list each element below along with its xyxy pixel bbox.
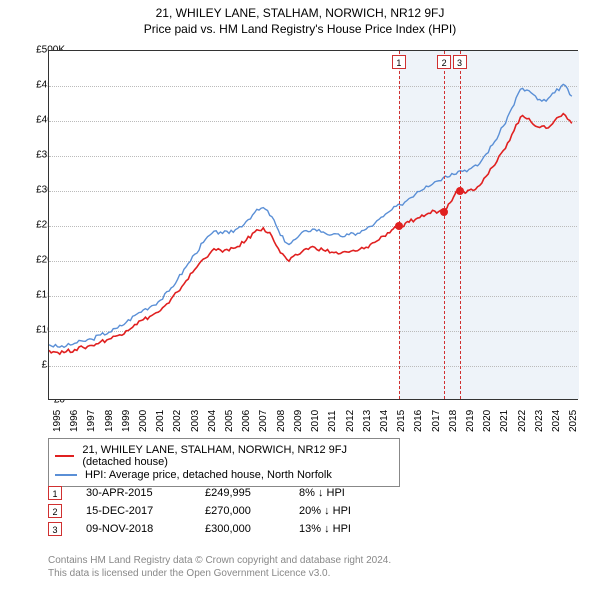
x-tick-label: 2022 <box>517 410 528 432</box>
table-row: 3 09-NOV-2018 £300,000 13% ↓ HPI <box>48 522 389 536</box>
sale-delta: 13% ↓ HPI <box>299 523 389 535</box>
x-tick-label: 2011 <box>327 410 338 432</box>
legend-swatch <box>55 455 74 457</box>
sale-delta: 20% ↓ HPI <box>299 505 389 517</box>
marker-index-box: 1 <box>392 55 406 69</box>
marker-vline <box>460 51 461 399</box>
x-tick-label: 2000 <box>138 410 149 432</box>
attribution-line: Contains HM Land Registry data © Crown c… <box>48 554 391 567</box>
x-tick-label: 2015 <box>396 410 407 432</box>
x-tick-label: 1995 <box>52 410 63 432</box>
x-tick-label: 2003 <box>190 410 201 432</box>
x-tick-label: 2001 <box>155 410 166 432</box>
x-tick-label: 2007 <box>258 410 269 432</box>
x-tick-label: 2020 <box>482 410 493 432</box>
x-tick-label: 2025 <box>568 410 579 432</box>
x-tick-label: 2006 <box>241 410 252 432</box>
sale-point-dot <box>456 187 464 195</box>
attribution-line: This data is licensed under the Open Gov… <box>48 567 391 580</box>
x-tick-label: 2019 <box>465 410 476 432</box>
x-tick-label: 2023 <box>534 410 545 432</box>
x-tick-label: 1998 <box>104 410 115 432</box>
sale-index-box: 3 <box>48 522 62 536</box>
x-tick-label: 2008 <box>276 410 287 432</box>
legend-swatch <box>55 474 77 476</box>
legend: 21, WHILEY LANE, STALHAM, NORWICH, NR12 … <box>48 438 400 487</box>
x-tick-label: 2018 <box>448 410 459 432</box>
marker-vline <box>444 51 445 399</box>
x-tick-label: 2016 <box>413 410 424 432</box>
series-line-hpi <box>49 84 572 347</box>
sale-point-dot <box>440 208 448 216</box>
x-tick-label: 2009 <box>293 410 304 432</box>
table-row: 1 30-APR-2015 £249,995 8% ↓ HPI <box>48 486 389 500</box>
x-tick-label: 2024 <box>551 410 562 432</box>
x-tick-label: 2013 <box>362 410 373 432</box>
sale-index-box: 2 <box>48 504 62 518</box>
chart-title-line1: 21, WHILEY LANE, STALHAM, NORWICH, NR12 … <box>0 6 600 20</box>
legend-item: 21, WHILEY LANE, STALHAM, NORWICH, NR12 … <box>55 444 393 468</box>
x-tick-label: 2010 <box>310 410 321 432</box>
sales-table: 1 30-APR-2015 £249,995 8% ↓ HPI 2 15-DEC… <box>48 482 389 540</box>
x-tick-label: 2021 <box>499 410 510 432</box>
series-line-property <box>49 114 572 355</box>
chart-container: 21, WHILEY LANE, STALHAM, NORWICH, NR12 … <box>0 0 600 590</box>
x-tick-label: 2005 <box>224 410 235 432</box>
legend-label: 21, WHILEY LANE, STALHAM, NORWICH, NR12 … <box>82 444 393 468</box>
sale-delta: 8% ↓ HPI <box>299 487 389 499</box>
sale-price: £270,000 <box>205 505 275 517</box>
sale-date: 15-DEC-2017 <box>86 505 181 517</box>
sale-date: 30-APR-2015 <box>86 487 181 499</box>
x-tick-label: 2017 <box>431 410 442 432</box>
sale-index-box: 1 <box>48 486 62 500</box>
marker-index-box: 2 <box>437 55 451 69</box>
sale-date: 09-NOV-2018 <box>86 523 181 535</box>
titles: 21, WHILEY LANE, STALHAM, NORWICH, NR12 … <box>0 0 600 36</box>
line-series-svg <box>49 51 577 399</box>
legend-item: HPI: Average price, detached house, Nort… <box>55 469 393 481</box>
sale-price: £249,995 <box>205 487 275 499</box>
marker-index-box: 3 <box>453 55 467 69</box>
x-tick-label: 1997 <box>86 410 97 432</box>
x-tick-label: 1996 <box>69 410 80 432</box>
attribution: Contains HM Land Registry data © Crown c… <box>48 554 391 580</box>
x-tick-label: 2004 <box>207 410 218 432</box>
legend-label: HPI: Average price, detached house, Nort… <box>85 469 332 481</box>
chart-title-line2: Price paid vs. HM Land Registry's House … <box>0 22 600 36</box>
x-tick-label: 2014 <box>379 410 390 432</box>
chart-plot-area: 1 23 <box>48 50 578 400</box>
sale-point-dot <box>395 222 403 230</box>
sale-price: £300,000 <box>205 523 275 535</box>
table-row: 2 15-DEC-2017 £270,000 20% ↓ HPI <box>48 504 389 518</box>
x-tick-label: 1999 <box>121 410 132 432</box>
x-tick-label: 2002 <box>172 410 183 432</box>
x-tick-label: 2012 <box>345 410 356 432</box>
